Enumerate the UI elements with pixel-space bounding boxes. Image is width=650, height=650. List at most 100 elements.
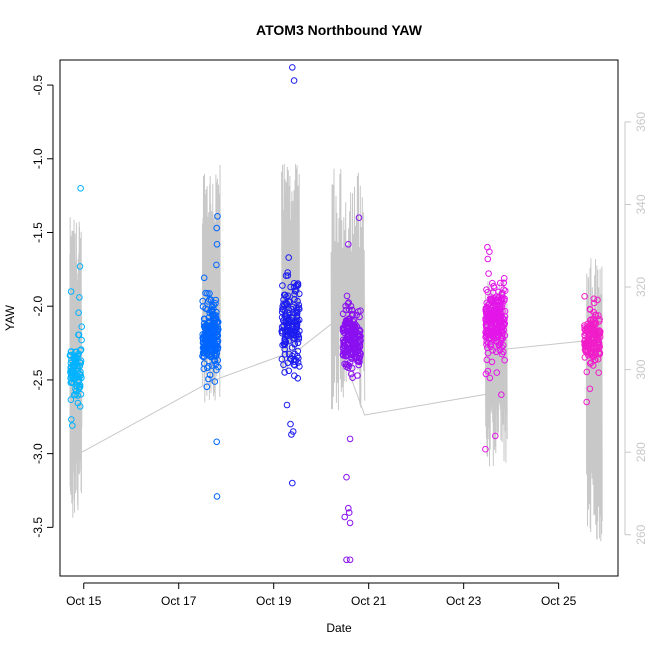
data-point: [489, 296, 497, 304]
data-point: [68, 378, 75, 386]
data-point: [293, 308, 301, 316]
x-axis-label: Date: [326, 621, 352, 635]
data-point: [77, 357, 85, 365]
data-point: [76, 403, 84, 410]
data-point: [594, 340, 601, 347]
data-point: [488, 358, 496, 366]
data-point: [596, 351, 603, 358]
data-point: [584, 324, 591, 332]
data-point: [594, 296, 601, 304]
data-point: [70, 361, 77, 368]
data-point: [346, 329, 354, 337]
data-point: [498, 344, 506, 351]
data-point: [582, 348, 590, 355]
data-point: [286, 298, 294, 306]
y-axis: -3.5 -3.0 -2.5 -2.0 -1.5 -1.0 -0.5: [31, 74, 54, 538]
plot-frame: [59, 59, 619, 577]
data-point: [501, 287, 509, 295]
data-point: [494, 313, 502, 320]
data-point: [354, 357, 361, 365]
data-point: [582, 344, 589, 351]
data-point: [289, 64, 296, 71]
data-point: [500, 326, 508, 334]
data-point: [339, 351, 347, 359]
data-point: [293, 326, 300, 333]
data-point: [342, 302, 350, 310]
series-5: [581, 293, 604, 406]
data-point: [201, 346, 209, 354]
data-point: [281, 369, 288, 376]
data-point: [483, 341, 490, 348]
data-point: [67, 396, 75, 404]
data-point: [68, 372, 75, 380]
data-point: [212, 300, 219, 307]
data-point: [493, 328, 501, 336]
data-point: [492, 348, 500, 356]
data-point: [204, 290, 211, 297]
data-point: [290, 77, 298, 84]
data-point: [284, 272, 292, 279]
data-point: [346, 556, 354, 564]
data-point: [482, 328, 490, 335]
data-point: [74, 355, 81, 363]
y-tick-label: -2.5: [31, 369, 45, 390]
y-tick-label: -3.5: [31, 517, 45, 538]
y-tick-label: -1.0: [31, 148, 45, 169]
y-axis-label: YAW: [3, 304, 17, 331]
data-point: [202, 305, 209, 312]
right-tick-label: 360: [634, 112, 648, 132]
data-point: [342, 306, 350, 314]
data-point: [592, 330, 600, 338]
data-point: [283, 319, 291, 327]
data-point: [356, 343, 364, 350]
data-point: [501, 356, 509, 364]
data-point: [289, 314, 297, 322]
data-point: [487, 318, 495, 325]
data-point: [591, 311, 599, 319]
series-1: [199, 213, 222, 500]
data-point: [482, 306, 490, 314]
data-point: [202, 332, 209, 339]
data-point: [278, 327, 286, 335]
x-axis: Oct 15 Oct 17 Oct 19 Oct 21 Oct 23 Oct 25: [66, 582, 577, 608]
secondary-spike-cluster-1: [202, 164, 221, 403]
data-point: [346, 435, 354, 443]
data-point: [206, 371, 214, 379]
data-point: [213, 438, 220, 446]
data-point: [205, 375, 212, 383]
data-point: [343, 473, 350, 481]
right-tick-label: 320: [634, 277, 648, 297]
data-point: [490, 307, 497, 314]
data-point: [281, 337, 289, 345]
data-point: [201, 331, 208, 338]
data-point: [214, 318, 221, 326]
data-point: [488, 319, 496, 327]
data-point: [587, 359, 595, 366]
data-point: [292, 322, 300, 330]
data-point: [356, 327, 364, 335]
data-point: [202, 343, 209, 351]
data-point: [67, 374, 75, 382]
data-point: [205, 362, 212, 370]
data-point: [279, 282, 286, 289]
data-point: [281, 346, 289, 353]
right-tick-label: 340: [634, 194, 648, 214]
data-point: [215, 363, 222, 371]
data-point: [491, 311, 498, 319]
data-point: [340, 339, 348, 346]
data-point: [488, 315, 495, 323]
data-point: [282, 312, 290, 320]
data-point: [213, 241, 221, 248]
data-point: [205, 338, 213, 346]
series-0: [66, 185, 85, 429]
data-point: [483, 286, 490, 294]
data-point: [581, 332, 589, 340]
data-point: [203, 330, 211, 338]
data-point: [341, 513, 349, 521]
data-point: [500, 275, 508, 282]
data-point: [346, 344, 353, 352]
data-point: [77, 185, 84, 192]
series-4: [482, 243, 509, 453]
